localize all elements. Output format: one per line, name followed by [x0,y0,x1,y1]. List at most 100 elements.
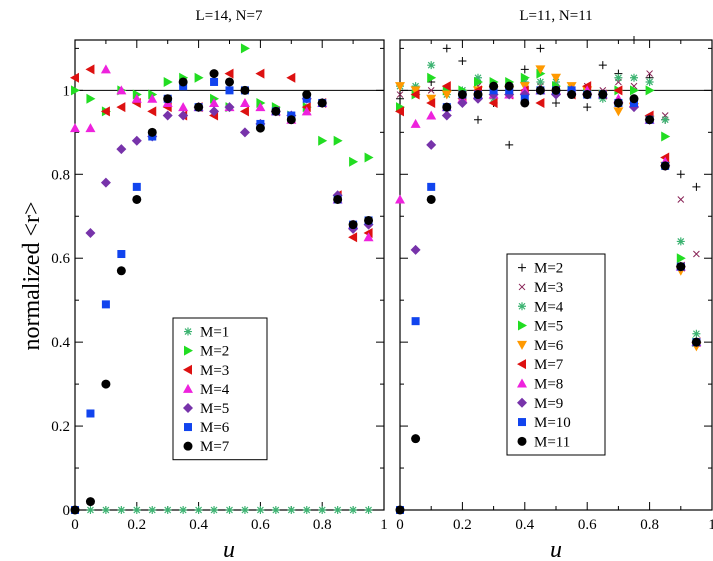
data-point [536,44,545,53]
data-point [132,194,142,204]
data-point [349,156,359,167]
legend: M=1 M=2 M=3 M=4 M=5 M=6 M=7 [172,317,268,461]
data-point [441,90,452,100]
data-point [410,244,421,255]
y-tick-label: 0 [63,503,71,519]
data-point [131,93,142,103]
data-point [240,85,250,95]
data-point [318,506,327,514]
y-tick-label: 0.6 [51,251,70,267]
data-point [101,379,111,389]
data-point [520,77,529,86]
data-point [70,72,79,83]
data-point [85,497,95,507]
data-point [348,220,358,230]
data-point [70,505,80,515]
data-point [395,82,405,92]
data-point [178,102,189,112]
data-point [131,135,142,146]
data-point [489,81,499,91]
data-point [410,89,420,100]
legend-marker [517,378,527,388]
data-point [535,85,545,95]
data-point [661,115,670,124]
data-point [551,85,561,95]
legend-marker [183,402,193,413]
data-point [86,409,95,418]
data-point [364,215,374,225]
legend-label: M=7 [534,357,564,373]
series-M=7 [70,69,374,515]
data-point [441,110,452,121]
data-point [442,102,452,112]
data-point [677,196,685,203]
data-point [116,102,126,113]
data-point [333,194,343,204]
data-point [426,194,436,204]
data-point [178,77,188,87]
legend-label: M=2 [534,261,563,277]
data-point [256,506,265,514]
data-point [147,93,158,103]
series-M=11 [395,81,701,515]
data-point [194,102,204,112]
data-point [116,144,127,155]
panel-left: 0 0.2 0.4 0.6 0.8 1 0 0.2 0.4 0.6 0.8 1 M=1 M=2 M=3 M=4… [51,39,388,533]
data-point [504,81,514,91]
legend-marker [183,364,192,375]
legend-label: M=3 [534,280,563,296]
data-point [132,182,141,191]
data-point [163,94,173,104]
data-point [301,106,312,116]
y-axis-label: normalized <r> [19,201,45,350]
legend-marker [517,340,527,350]
data-point [693,250,700,258]
legend-marker [183,383,193,393]
x-tick-label: 0 [71,517,79,533]
data-point [348,232,358,243]
series-M=4 [70,64,374,242]
data-point [583,103,592,112]
legend-label: M=6 [200,420,230,436]
legend: M=2 M=3 M=4 M=5 M=6 M=7 M=8 M=9 M=10 M=11 [506,253,606,456]
panel-title-left: L=14, N=7 [196,8,263,24]
data-point [163,506,172,514]
data-point [86,506,95,514]
data-point [661,131,671,142]
data-point [163,76,173,87]
legend-label: M=8 [534,376,563,392]
data-point [194,72,204,83]
data-point [194,506,203,514]
data-point [209,106,220,117]
data-point [224,102,235,113]
x-tick-label: 1 [380,517,388,533]
legend-marker [184,327,192,336]
data-point [614,73,623,82]
data-point [645,85,655,96]
data-point [240,506,249,514]
data-point [148,506,157,514]
data-point [100,177,111,188]
legend-label: M=10 [534,415,571,431]
data-point [520,72,530,83]
series-M=3 [70,64,373,243]
data-point [473,90,483,100]
data-point [271,106,281,116]
data-point [458,56,467,65]
panel-right: 0 0.2 0.4 0.6 0.8 1M=2M=3M=4M=5M=6M=7M=8M=9M=… [395,36,713,533]
panel-title-right: L=11, N=11 [519,8,592,24]
legend-marker [183,441,193,451]
data-point [85,228,96,239]
data-point [162,110,173,121]
x-tick-label: 0.8 [313,517,332,533]
data-point [71,85,80,96]
x-axis-label-right: u [550,537,562,561]
x-tick-label: 0 [396,517,404,533]
data-point [100,106,110,117]
series-M=1 [71,506,373,514]
data-point [630,85,639,96]
data-point [225,506,234,514]
data-point [613,98,623,108]
legend-label: M=3 [200,363,229,379]
